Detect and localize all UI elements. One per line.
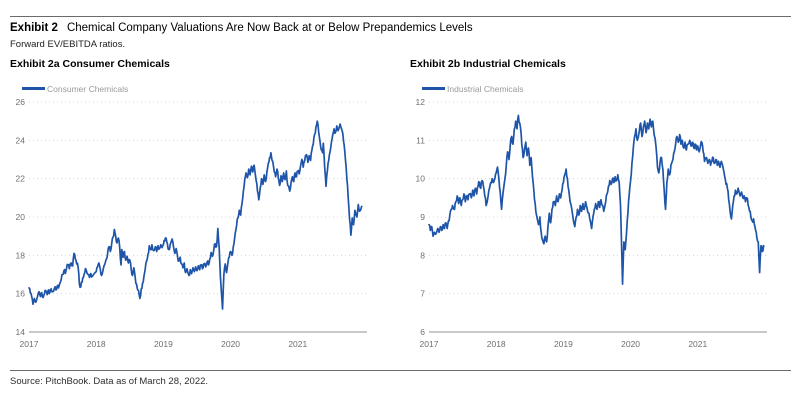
svg-text:2019: 2019	[554, 339, 573, 349]
svg-text:14: 14	[16, 327, 26, 337]
consumer-legend-line-swatch	[22, 87, 45, 90]
svg-text:6: 6	[420, 327, 425, 337]
industrial-chart-title: Exhibit 2b Industrial Chemicals	[410, 58, 566, 70]
svg-text:22: 22	[16, 174, 26, 184]
consumer-chart-title: Exhibit 2a Consumer Chemicals	[10, 58, 170, 70]
consumer-chemicals-panel: Exhibit 2a Consumer Chemicals Consumer C…	[10, 58, 400, 362]
svg-text:8: 8	[420, 250, 425, 260]
svg-text:11: 11	[416, 135, 425, 145]
svg-text:20: 20	[16, 212, 26, 222]
svg-text:18: 18	[16, 250, 26, 260]
svg-text:2021: 2021	[288, 339, 307, 349]
industrial-chemicals-chart: 6 7 8 9 10 11 12 2017 2018 2019 2020 2021	[416, 97, 767, 349]
svg-text:2021: 2021	[688, 339, 707, 349]
svg-text:10: 10	[416, 174, 426, 184]
top-rule	[10, 16, 791, 17]
exhibit-title: Exhibit 2 Chemical Company Valuations Are…	[10, 22, 473, 34]
consumer-legend-label: Consumer Chemicals	[47, 83, 129, 94]
svg-text:12: 12	[416, 97, 426, 107]
svg-text:2018: 2018	[87, 339, 106, 349]
industrial-legend: Industrial Chemicals	[422, 83, 800, 94]
industrial-legend-label: Industrial Chemicals	[447, 83, 524, 94]
bottom-rule	[10, 370, 791, 371]
svg-text:2017: 2017	[20, 339, 39, 349]
exhibit-subtitle: Forward EV/EBITDA ratios.	[10, 39, 126, 50]
svg-text:24: 24	[16, 135, 26, 145]
svg-text:2017: 2017	[420, 339, 439, 349]
exhibit-label: Exhibit 2	[10, 22, 58, 34]
svg-text:2019: 2019	[154, 339, 173, 349]
svg-text:16: 16	[16, 289, 26, 299]
svg-text:7: 7	[420, 289, 425, 299]
exhibit-title-text: Chemical Company Valuations Are Now Back…	[66, 22, 473, 34]
svg-text:2020: 2020	[221, 339, 240, 349]
svg-text:9: 9	[420, 212, 425, 222]
svg-text:26: 26	[16, 97, 26, 107]
industrial-chemicals-panel: Exhibit 2b Industrial Chemicals Industri…	[410, 58, 800, 362]
source-note: Source: PitchBook. Data as of March 28, …	[10, 376, 209, 387]
industrial-legend-line-swatch	[422, 87, 445, 90]
svg-text:2018: 2018	[487, 339, 506, 349]
consumer-legend: Consumer Chemicals	[22, 83, 400, 94]
svg-text:2020: 2020	[621, 339, 640, 349]
consumer-chemicals-chart: 14 16 18 20 22 24 26 2017 2018 2019 2020 2021	[16, 97, 367, 349]
